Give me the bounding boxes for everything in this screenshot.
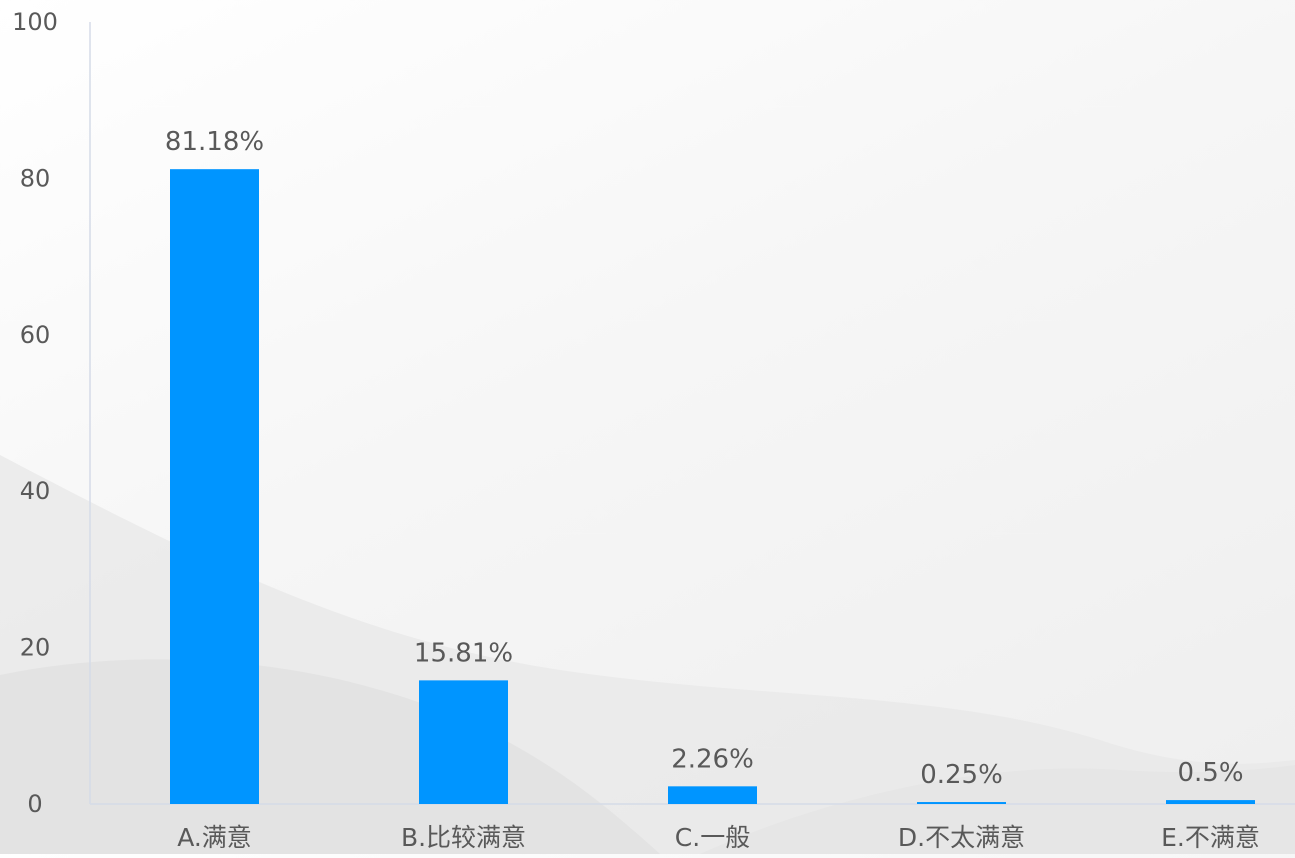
y-tick-label: 60: [20, 321, 51, 349]
y-tick-label: 80: [20, 164, 51, 192]
y-tick-label: 20: [20, 634, 51, 662]
data-label: 0.5%: [1177, 758, 1243, 788]
y-axis-ticks: 0 20 40 60 80 100: [12, 8, 58, 818]
data-label: 0.25%: [920, 760, 1003, 790]
data-labels-group: 81.18% 15.81% 2.26% 0.25% 0.5%: [165, 127, 1244, 790]
bar: [917, 802, 1006, 804]
bar: [1166, 800, 1255, 804]
y-tick-label: 0: [27, 790, 42, 818]
background-wave: [700, 765, 1295, 854]
data-label: 81.18%: [165, 127, 264, 157]
data-label: 2.26%: [671, 744, 754, 774]
bar: [170, 169, 259, 805]
data-label: 15.81%: [414, 638, 513, 668]
y-tick-label: 100: [12, 8, 58, 36]
y-tick-label: 40: [20, 477, 51, 505]
x-tick-label: C.一般: [675, 823, 750, 852]
x-tick-label: A.满意: [177, 823, 252, 852]
x-tick-label: E.不满意: [1161, 823, 1260, 852]
x-axis-labels: A.满意 B.比较满意 C.一般 D.不太满意 E.不满意: [177, 823, 1260, 852]
bar: [668, 786, 757, 804]
x-tick-label: B.比较满意: [401, 823, 526, 852]
bars-group: [170, 169, 1255, 805]
bar: [419, 680, 508, 804]
x-tick-label: D.不太满意: [898, 823, 1025, 852]
background-wave: [0, 659, 660, 854]
